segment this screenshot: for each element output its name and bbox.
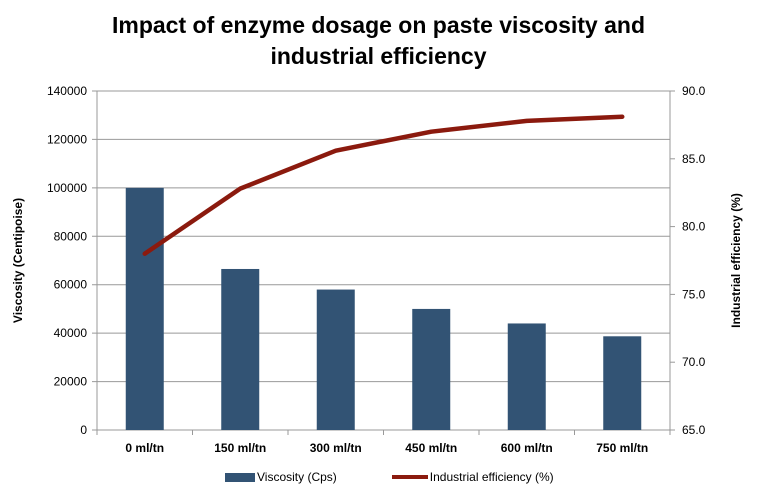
legend-label-viscosity: Viscosity (Cps) [257, 470, 337, 484]
x-tick-label: 300 ml/tn [310, 441, 362, 455]
y2-tick-label: 65.0 [682, 423, 706, 437]
bar-viscosity [125, 187, 164, 430]
x-tick-label: 150 ml/tn [214, 441, 266, 455]
line-efficiency [142, 114, 625, 256]
bar-viscosity [507, 323, 546, 430]
y-tick-label: 140000 [47, 84, 87, 98]
y-tick-label: 80000 [54, 229, 88, 243]
x-tick-label: 600 ml/tn [501, 441, 553, 455]
y2-tick-label: 90.0 [682, 84, 706, 98]
x-tick-label: 450 ml/tn [405, 441, 457, 455]
y-tick-label: 100000 [47, 181, 87, 195]
y2-tick-label: 70.0 [682, 355, 706, 369]
legend-swatch-viscosity [225, 472, 255, 482]
y-tick-label: 40000 [54, 326, 88, 340]
legend-label-efficiency: Industrial efficiency (%) [429, 470, 554, 484]
y-tick-label: 60000 [54, 278, 88, 292]
x-tick-label: 0 ml/tn [125, 441, 164, 455]
title-line-2: industrial efficiency [270, 43, 487, 69]
y2-axis-label: Industrial efficiency (%) [729, 193, 743, 328]
y-tick-label: 120000 [47, 132, 87, 146]
bar-viscosity [221, 268, 260, 430]
y2-tick-label: 85.0 [682, 152, 706, 166]
chart-title: Impact of enzyme dosage on paste viscosi… [0, 10, 757, 72]
y-tick-label: 0 [80, 423, 87, 437]
y-tick-label: 20000 [54, 375, 88, 389]
legend-swatch-efficiency [391, 475, 428, 479]
bar-viscosity [316, 289, 355, 430]
x-tick-label: 750 ml/tn [596, 441, 648, 455]
y2-tick-label: 75.0 [682, 287, 706, 301]
y2-tick-label: 80.0 [682, 220, 706, 234]
legend: Viscosity (Cps) Industrial efficiency (%… [225, 470, 554, 484]
y-axis-label: Viscosity (Centipoise) [11, 198, 25, 323]
bar-viscosity [412, 308, 451, 430]
bar-viscosity [603, 336, 642, 430]
title-line-1: Impact of enzyme dosage on paste viscosi… [112, 12, 645, 38]
